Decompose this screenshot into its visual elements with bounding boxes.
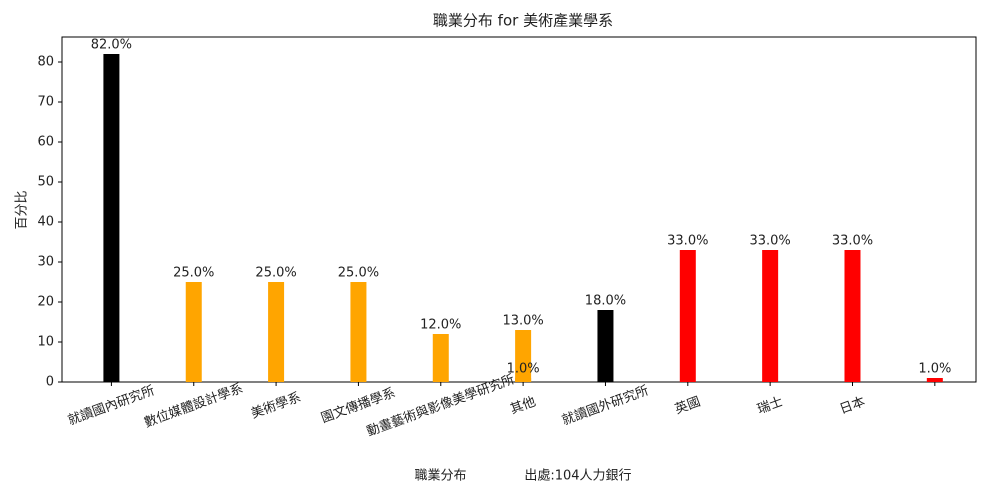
bar bbox=[185, 282, 202, 382]
data-label: 12.0% bbox=[420, 318, 461, 333]
bar bbox=[926, 378, 943, 382]
chart-title: 職業分布 for 美術產業學系 bbox=[433, 12, 613, 30]
bar bbox=[268, 282, 285, 382]
y-tick-label: 0 bbox=[46, 375, 54, 390]
bar bbox=[350, 282, 367, 382]
x-tick-label: 就讀國外研究所 bbox=[560, 383, 651, 428]
data-label: 82.0% bbox=[91, 38, 132, 53]
data-label: 1.0% bbox=[918, 362, 951, 377]
data-label: 18.0% bbox=[585, 294, 626, 309]
x-tick-label: 瑞士 bbox=[755, 395, 785, 418]
bar bbox=[679, 250, 696, 382]
bar bbox=[515, 330, 532, 382]
y-tick-label: 70 bbox=[37, 95, 54, 110]
y-tick-label: 80 bbox=[37, 55, 54, 70]
y-tick-label: 50 bbox=[37, 175, 54, 190]
y-axis-label: 百分比 bbox=[15, 190, 30, 229]
bar bbox=[597, 310, 614, 382]
data-label: 25.0% bbox=[338, 266, 379, 281]
data-label: 25.0% bbox=[173, 266, 214, 281]
y-tick-label: 20 bbox=[37, 295, 54, 310]
y-tick-label: 30 bbox=[37, 255, 54, 270]
x-tick-label: 日本 bbox=[838, 395, 868, 418]
data-label: 33.0% bbox=[832, 234, 873, 249]
data-label: 33.0% bbox=[749, 234, 790, 249]
x-tick-label: 美術學系 bbox=[249, 390, 303, 422]
bar bbox=[762, 250, 779, 382]
x-tick-label: 其他 bbox=[508, 395, 538, 418]
x-tick-label: 數位媒體設計學系 bbox=[142, 380, 245, 431]
data-label: 25.0% bbox=[255, 266, 296, 281]
y-tick-label: 40 bbox=[37, 215, 54, 230]
data-label: 1.0% bbox=[507, 362, 540, 377]
bar bbox=[432, 334, 449, 382]
x-tick-label: 英國 bbox=[673, 395, 703, 418]
bar bbox=[103, 54, 120, 382]
y-tick-label: 60 bbox=[37, 135, 54, 150]
x-axis-label: 職業分布 出處:104人力銀行 bbox=[414, 468, 631, 484]
bar bbox=[844, 250, 861, 382]
data-label: 13.0% bbox=[502, 314, 543, 329]
data-label: 33.0% bbox=[667, 234, 708, 249]
y-tick-label: 10 bbox=[37, 335, 54, 350]
